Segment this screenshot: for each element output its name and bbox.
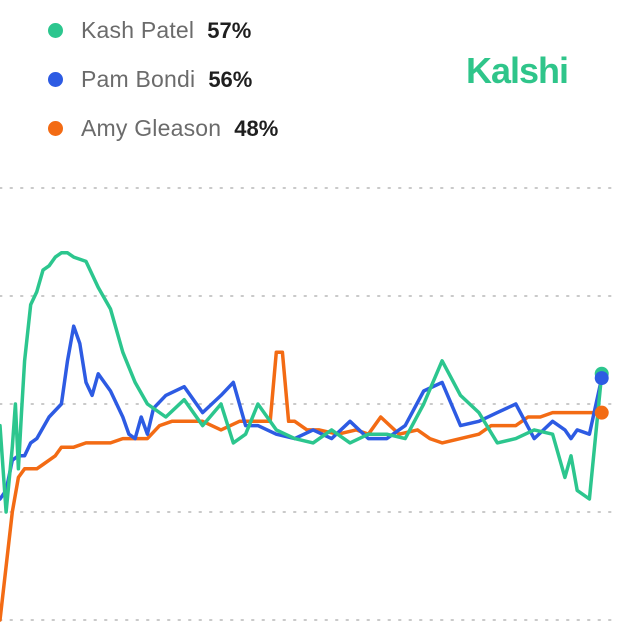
legend-dot-kash-patel <box>48 23 63 38</box>
legend-name-amy-gleason: Amy Gleason <box>81 115 222 141</box>
legend-dot-pam-bondi <box>48 72 63 87</box>
legend-pct-kash-patel: 57% <box>207 17 252 43</box>
legend-entry-amy-gleason[interactable]: Amy Gleason 48% <box>48 104 278 153</box>
legend-pct-pam-bondi: 56% <box>208 66 253 92</box>
legend-name-pam-bondi: Pam Bondi <box>81 66 196 92</box>
chart-legend: Kash Patel 57% Pam Bondi 56% Amy Gleason… <box>48 6 278 153</box>
legend-name-kash-patel: Kash Patel <box>81 17 195 43</box>
end-marker-amy-gleason[interactable] <box>594 405 609 420</box>
series-line-pam-bondi[interactable] <box>0 324 604 501</box>
end-marker-pam-bondi[interactable] <box>594 371 609 386</box>
legend-dot-amy-gleason <box>48 121 63 136</box>
legend-entry-pam-bondi[interactable]: Pam Bondi 56% <box>48 55 278 104</box>
legend-entry-kash-patel[interactable]: Kash Patel 57% <box>48 6 278 55</box>
brand-logo: Kalshi <box>466 50 569 91</box>
legend-pct-amy-gleason: 48% <box>234 115 279 141</box>
series-line-kash-patel[interactable] <box>0 251 604 514</box>
series-line-amy-gleason[interactable] <box>0 350 604 622</box>
